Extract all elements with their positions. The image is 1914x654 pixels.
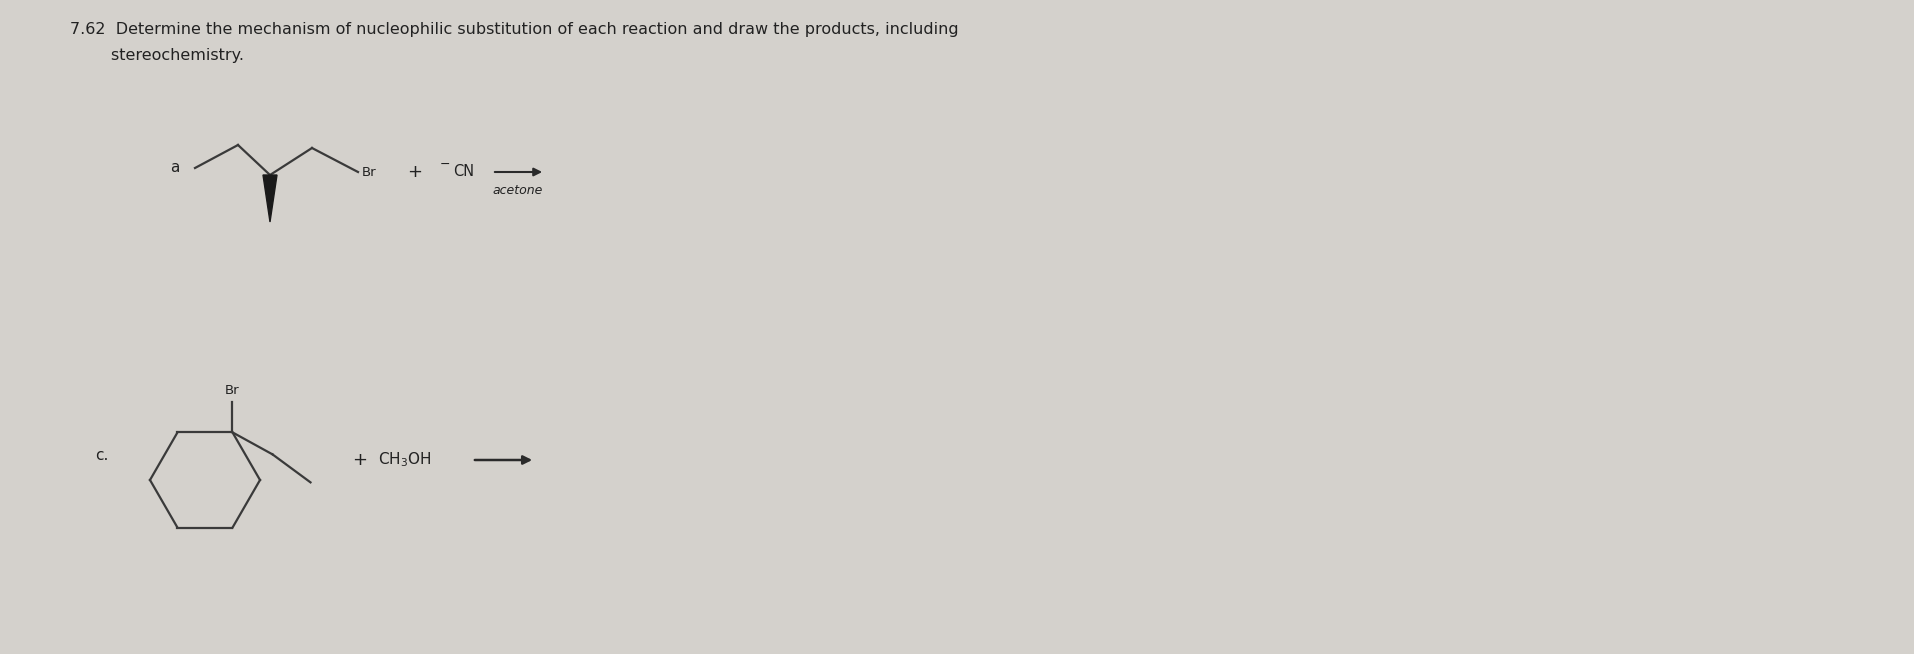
Text: stereochemistry.: stereochemistry. [71,48,243,63]
Text: a: a [170,160,180,175]
Text: CN: CN [454,165,475,179]
Text: +: + [352,451,367,469]
Text: Br: Br [362,165,377,179]
Text: 7.62  Determine the mechanism of nucleophilic substitution of each reaction and : 7.62 Determine the mechanism of nucleoph… [71,22,959,37]
Text: CH$_3$OH: CH$_3$OH [377,451,431,470]
Text: +: + [408,163,423,181]
Text: −: − [440,158,450,171]
Text: c.: c. [96,447,109,462]
Text: acetone: acetone [492,184,544,197]
Text: Br: Br [226,385,239,398]
Polygon shape [262,175,278,222]
